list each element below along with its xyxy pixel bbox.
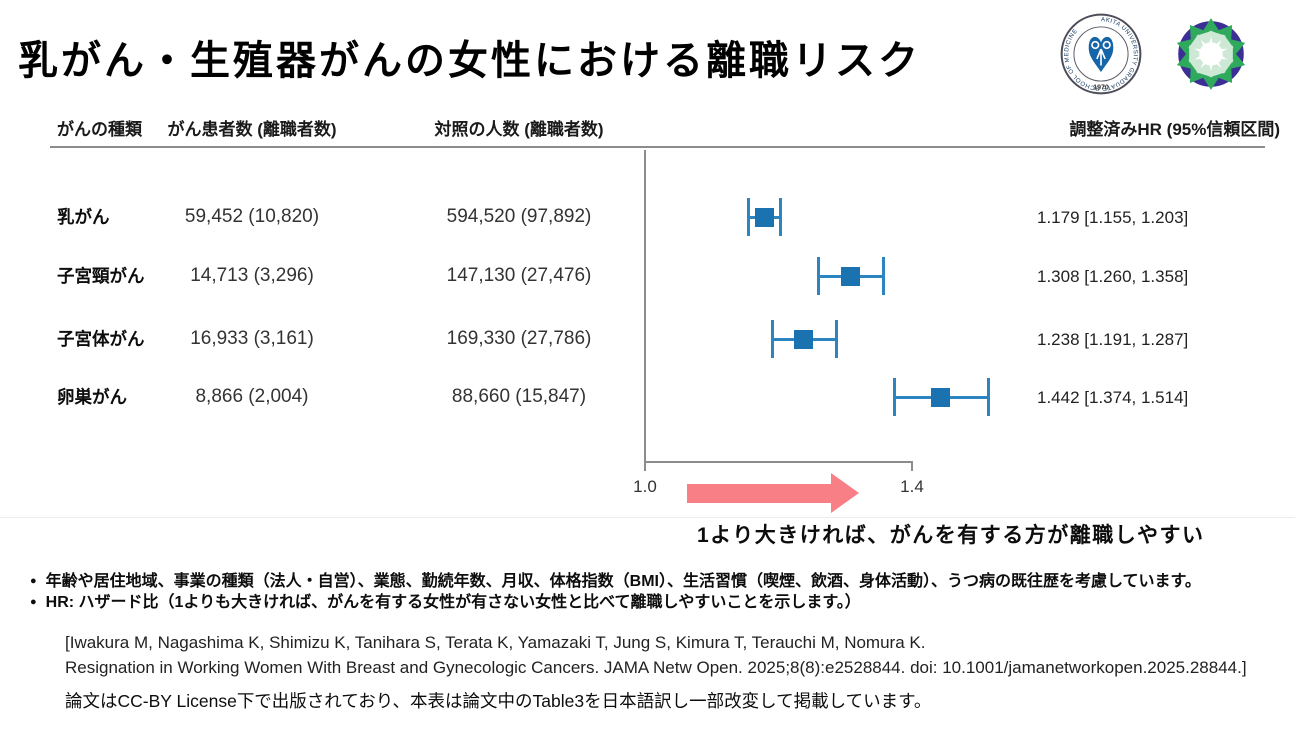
hr-marker-square <box>754 207 774 227</box>
errorbar-cap-low <box>746 198 750 236</box>
hr-value: 1.442 [1.374, 1.514] <box>1037 388 1189 407</box>
hr-value: 1.179 [1.155, 1.203] <box>1037 208 1189 227</box>
x-tick-label: 1.0 <box>633 477 657 496</box>
direction-arrow-head <box>831 473 859 513</box>
header-cancer-type: がんの種類 <box>57 120 142 139</box>
citation-line-1: [Iwakura M, Nagashima K, Shimizu K, Tani… <box>65 633 926 652</box>
plot-caption: 1より大きければ、がんを有する方が離職しやすい <box>697 524 1205 547</box>
adjustment-note: 年齢や居住地域、事業の種類（法人・自営）、業態、勤続年数、月収、体格指数（BMI… <box>30 571 1292 592</box>
license-note: 論文はCC-BY License下で出版されており、本表は論文中のTable3を… <box>65 691 932 711</box>
row-label: 乳がん <box>57 207 110 227</box>
errorbar-cap-high <box>882 257 886 295</box>
errorbar-cap-high <box>779 198 782 236</box>
hr-marker-square <box>794 329 814 349</box>
row-label: 子宮体がん <box>57 329 145 349</box>
header-divider <box>50 146 1265 148</box>
x-tick-right <box>911 461 913 471</box>
university-seal-logo: AKITA UNIVERSITY GRADUATE SCHOOL OF MEDI… <box>1060 13 1142 95</box>
hr-value: 1.238 [1.191, 1.287] <box>1037 330 1189 349</box>
controls-value: 88,660 (15,847) <box>451 386 587 407</box>
header-patients: がん患者数 (離職者数) <box>167 120 337 139</box>
plot-x-axis-line <box>644 461 913 463</box>
patients-value: 14,713 (3,296) <box>190 265 314 286</box>
citation-line-2: Resignation in Working Women With Breast… <box>65 658 1247 677</box>
patients-value: 16,933 (3,161) <box>190 328 314 349</box>
seal-year: 1970 <box>1093 84 1109 91</box>
errorbar-cap-low <box>893 378 897 416</box>
errorbar-cap-low <box>770 320 774 358</box>
patients-value: 59,452 (10,820) <box>184 206 320 227</box>
seal-inner-ring <box>1073 26 1129 82</box>
x-tick-left <box>644 461 646 471</box>
errorbar-cap-low <box>817 257 821 295</box>
mosaic-gem-logo <box>1176 18 1246 90</box>
controls-value: 147,130 (27,476) <box>446 265 592 286</box>
x-tick-label: 1.4 <box>900 477 924 496</box>
header-adjusted-hr: 調整済みHR (95%信頼区間) <box>1069 120 1280 139</box>
hr-marker-square <box>930 387 950 407</box>
header-controls: 対照の人数 (離職者数) <box>434 120 604 139</box>
hr-definition-note: HR: ハザード比（1よりも大きければ、がんを有する女性が有さない女性と比べて離… <box>30 592 1292 613</box>
faint-divider <box>0 517 1295 518</box>
row-label: 子宮頸がん <box>57 266 145 286</box>
errorbar-cap-high <box>835 320 839 358</box>
plot-y-axis-line <box>644 150 646 462</box>
hr-marker-square <box>841 266 861 286</box>
direction-arrow-body <box>687 484 831 503</box>
controls-value: 594,520 (97,892) <box>446 206 592 227</box>
hr-value: 1.308 [1.260, 1.358] <box>1037 267 1189 286</box>
mosaic-ring <box>1176 18 1246 90</box>
page-title: 乳がん・生殖器がんの女性における離職リスク <box>18 39 921 83</box>
patients-value: 8,866 (2,004) <box>195 386 309 407</box>
errorbar-cap-high <box>986 378 990 416</box>
seal-emblem <box>1088 36 1114 73</box>
row-label: 卵巣がん <box>57 387 127 407</box>
controls-value: 169,330 (27,786) <box>446 328 592 349</box>
